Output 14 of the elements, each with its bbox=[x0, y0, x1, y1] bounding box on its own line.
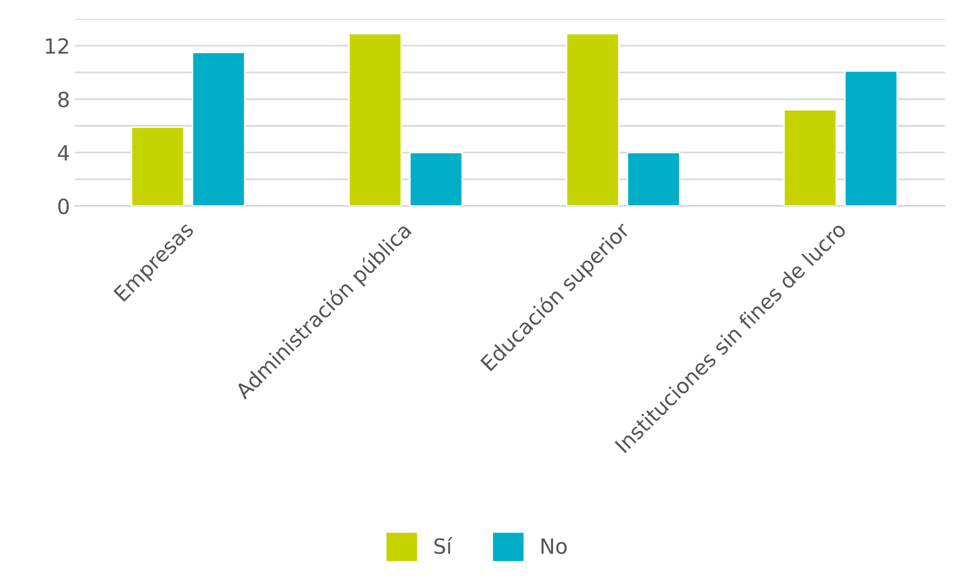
bar bbox=[566, 33, 620, 206]
legend-label: Sí bbox=[434, 537, 453, 554]
bar bbox=[348, 33, 402, 206]
bar bbox=[130, 126, 184, 206]
y-tick-label: 8 bbox=[58, 92, 69, 108]
bar bbox=[844, 70, 898, 206]
y-tick-label: 4 bbox=[58, 145, 69, 160]
bar bbox=[783, 109, 837, 206]
bar bbox=[409, 152, 463, 206]
y-tick-label: 12 bbox=[46, 38, 68, 54]
legend-label: No bbox=[542, 538, 567, 554]
bar bbox=[192, 52, 246, 206]
y-tick-label: 0 bbox=[58, 198, 69, 214]
bar bbox=[626, 152, 680, 206]
